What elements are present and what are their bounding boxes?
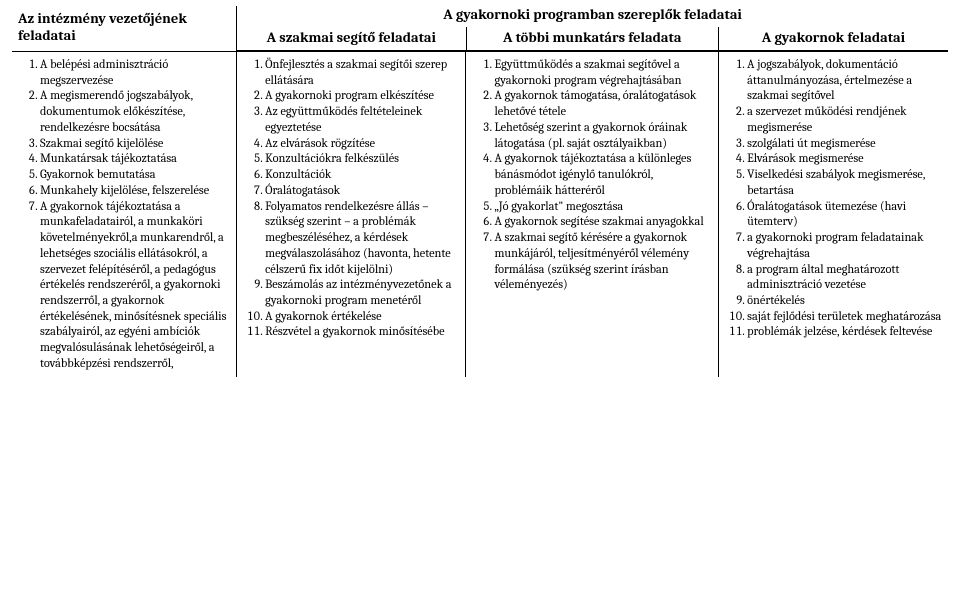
list-item: Szakmai segítő kijelölése bbox=[40, 137, 230, 153]
col1-body: A belépési adminisztráció megszervezéseA… bbox=[12, 52, 237, 377]
col4-header: A gyakornok feladatai bbox=[718, 27, 948, 51]
list-item: önértékelés bbox=[747, 294, 942, 310]
list-item: Gyakornok bemutatása bbox=[40, 168, 230, 184]
list-item: A gyakornok tájékoztatása a munkafeladat… bbox=[40, 200, 230, 373]
list-item: Konzultációk bbox=[265, 168, 459, 184]
col2-body: Önfejlesztés a szakmai segítői szerep el… bbox=[237, 52, 466, 377]
list-item: saját fejlődési területek meghatározása bbox=[747, 310, 942, 326]
header-row: Az intézmény vezetőjének feladatai A gya… bbox=[12, 6, 948, 52]
body-row: A belépési adminisztráció megszervezéseA… bbox=[12, 52, 948, 377]
list-item: problémák jelzése, kérdések feltevése bbox=[747, 325, 942, 341]
col3-header: A többi munkatárs feladata bbox=[466, 27, 718, 51]
document-page: Az intézmény vezetőjének feladatai A gya… bbox=[0, 0, 960, 590]
list-item: Munkahely kijelölése, felszerelése bbox=[40, 184, 230, 200]
col3-list: Együttműködés a szakmai segítővel a gyak… bbox=[472, 58, 712, 294]
list-item: Részvétel a gyakornok minősítésébe bbox=[265, 325, 459, 341]
list-item: A gyakornok támogatása, óralátogatások l… bbox=[494, 89, 712, 120]
list-item: Óralátogatások ütemezése (havi ütemterv) bbox=[747, 200, 942, 231]
list-item: A gyakornok tájékoztatása a különleges b… bbox=[494, 152, 712, 199]
list-item: Beszámolás az intézményvezetőnek a gyako… bbox=[265, 278, 459, 309]
list-item: A megismerendő jogszabályok, dokumentumo… bbox=[40, 89, 230, 136]
col4-body: A jogszabályok, dokumentáció áttanulmány… bbox=[719, 52, 948, 377]
list-item: a szervezet működési rendjének megismeré… bbox=[747, 105, 942, 136]
list-item: szolgálati út megismerése bbox=[747, 137, 942, 153]
list-item: a gyakornoki program feladatainak végreh… bbox=[747, 231, 942, 262]
tasks-table: Az intézmény vezetőjének feladatai A gya… bbox=[12, 6, 948, 377]
col3-body: Együttműködés a szakmai segítővel a gyak… bbox=[466, 52, 719, 377]
col4-list: A jogszabályok, dokumentáció áttanulmány… bbox=[725, 58, 942, 341]
list-item: A belépési adminisztráció megszervezése bbox=[40, 58, 230, 89]
list-item: Az elvárások rögzítése bbox=[265, 137, 459, 153]
list-item: Együttműködés a szakmai segítővel a gyak… bbox=[494, 58, 712, 89]
list-item: Elvárások megismerése bbox=[747, 152, 942, 168]
list-item: Folyamatos rendelkezésre állás – szükség… bbox=[265, 200, 459, 279]
list-item: Az együttműködés feltételeinek egyezteté… bbox=[265, 105, 459, 136]
list-item: A szakmai segítő kérésére a gyakornok mu… bbox=[494, 231, 712, 294]
list-item: Konzultációkra felkészülés bbox=[265, 152, 459, 168]
list-item: Lehetőség szerint a gyakornok óráinak lá… bbox=[494, 121, 712, 152]
col2-list: Önfejlesztés a szakmai segítői szerep el… bbox=[243, 58, 459, 341]
table-main-title: A gyakornoki programban szereplők felada… bbox=[237, 6, 948, 27]
col2-header: A szakmai segítő feladatai bbox=[237, 27, 466, 51]
list-item: Önfejlesztés a szakmai segítői szerep el… bbox=[265, 58, 459, 89]
list-item: Viselkedési szabályok megismerése, betar… bbox=[747, 168, 942, 199]
list-item: A gyakornok értékelése bbox=[265, 310, 459, 326]
list-item: Munkatársak tájékoztatása bbox=[40, 152, 230, 168]
list-item: A jogszabályok, dokumentáció áttanulmány… bbox=[747, 58, 942, 105]
list-item: a program által meghatározott adminisztr… bbox=[747, 263, 942, 294]
list-item: A gyakornok segítése szakmai anyagokkal bbox=[494, 215, 712, 231]
col1-list: A belépési adminisztráció megszervezéseA… bbox=[18, 58, 230, 373]
col1-header: Az intézmény vezetőjének feladatai bbox=[18, 10, 230, 45]
list-item: Óralátogatások bbox=[265, 184, 459, 200]
list-item: A gyakornoki program elkészítése bbox=[265, 89, 459, 105]
list-item: „Jó gyakorlat" megosztása bbox=[494, 200, 712, 216]
